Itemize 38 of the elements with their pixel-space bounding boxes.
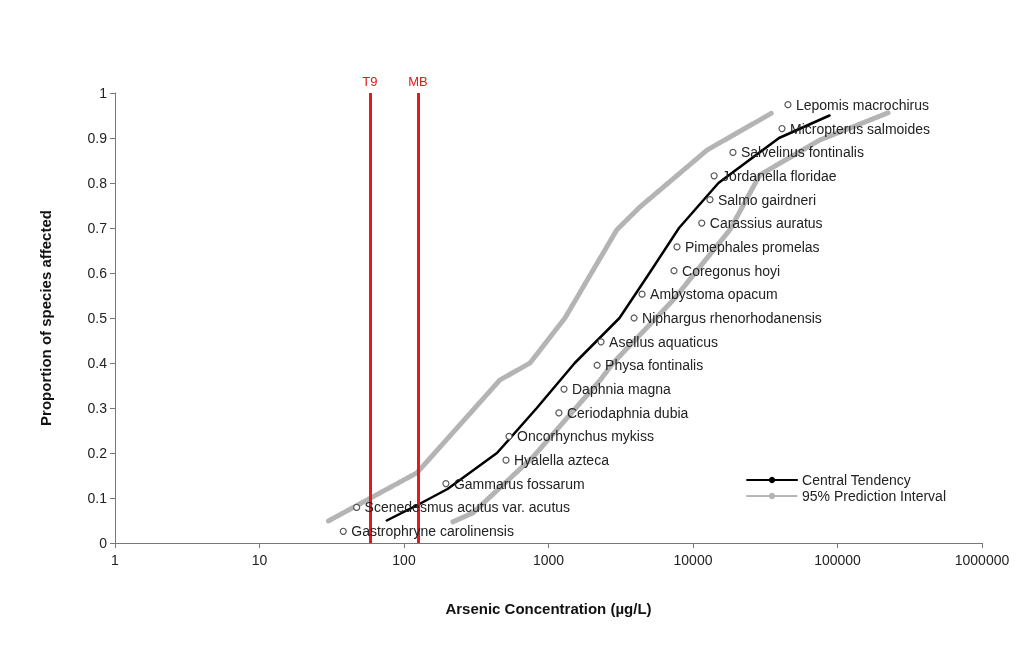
y-tick-label: 0 [99, 535, 108, 551]
annotation: Hyalella azteca [514, 452, 610, 469]
x-tick-label: 100000 [814, 552, 862, 568]
legend-label: Central Tendency [802, 472, 911, 488]
x-axis-title: Arsenic Concentration (µg/L) [445, 600, 652, 617]
y-tick-label: 1 [99, 85, 108, 101]
y-tick-label: 0.5 [87, 310, 108, 326]
y-tick-label: 0.2 [87, 445, 108, 461]
x-tick-label: 10000 [673, 552, 713, 568]
annotation: Coregonus hoyi [682, 262, 781, 279]
annotation: Asellus aquaticus [609, 333, 718, 350]
annotation: Pimephales promelas [685, 238, 820, 255]
x-tick-label: 1000000 [954, 552, 1010, 568]
y-tick-label: 0.8 [87, 175, 108, 191]
annotation: Daphnia magna [571, 381, 672, 398]
y-tick-label: 0.9 [87, 130, 108, 146]
annotation: Gammarus fossarum [453, 475, 585, 492]
ref-line-label: MB [408, 74, 428, 89]
annotation: Salmo gairdneri [717, 191, 817, 208]
annotation: Carassius auratus [709, 215, 823, 232]
ref-line-label: T9 [362, 74, 378, 89]
annotation: Niphargus rhenorhodanensis [642, 310, 822, 326]
x-tick-label: 10 [251, 552, 268, 568]
x-tick-label: 1 [111, 552, 120, 568]
annotation: Oncorhynchus mykiss [517, 428, 654, 445]
y-tick-label: 0.6 [87, 265, 108, 281]
annotation: Ceriodaphnia dubia [566, 404, 689, 421]
annotation: Ambystoma opacum [650, 286, 778, 303]
x-tick-label: 1000 [532, 552, 565, 568]
y-tick-label: 0.1 [87, 490, 108, 506]
y-tick-label: 0.4 [87, 355, 108, 371]
legend-label: 95% Prediction Interval [802, 488, 946, 504]
y-tick-label: 0.3 [87, 400, 108, 416]
x-tick-label: 100 [392, 552, 416, 568]
y-axis-title: Proportion of species affected [37, 210, 54, 426]
annotation: Physa fontinalis [605, 357, 704, 374]
y-tick-label: 0.7 [87, 220, 108, 236]
annotation: Lepomis macrochirus [795, 96, 930, 113]
